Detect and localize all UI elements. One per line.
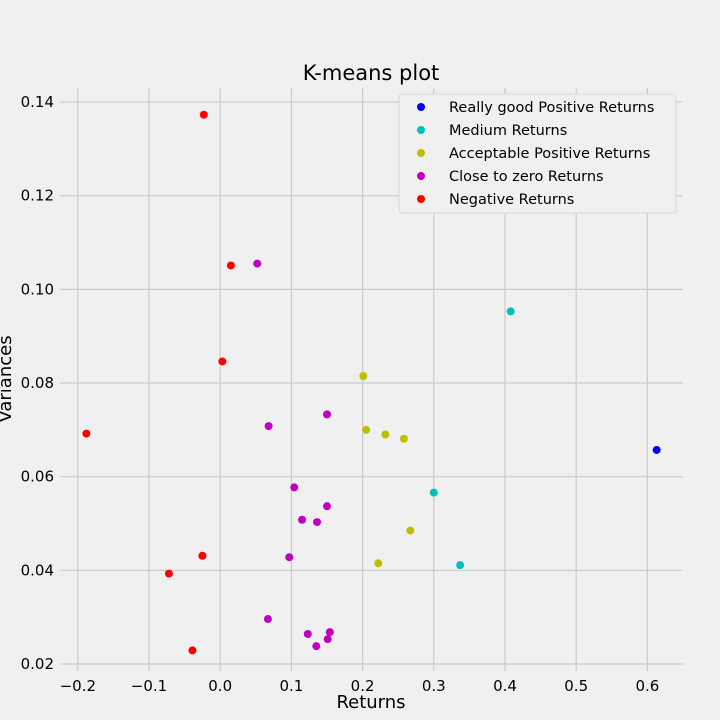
x-tick-label: 0.3 (422, 677, 446, 695)
legend-label: Medium Returns (449, 123, 567, 139)
data-point (164, 569, 173, 578)
y-tick-label: 0.08 (21, 374, 54, 392)
data-point (298, 515, 307, 524)
legend-label: Acceptable Positive Returns (449, 146, 650, 162)
data-point (362, 425, 371, 434)
legend-items: Really good Positive Returns Medium Retur… (417, 100, 654, 208)
data-point (188, 646, 197, 655)
legend-label: Really good Positive Returns (449, 100, 654, 116)
legend-label: Close to zero Returns (449, 169, 604, 185)
data-point (323, 635, 332, 644)
y-tick-label: 0.02 (21, 655, 54, 673)
legend-marker (417, 126, 425, 134)
data-point (264, 422, 273, 431)
x-tick-label: −0.2 (60, 677, 96, 695)
data-point (323, 410, 331, 419)
y-tick-labels: 0.02 0.04 0.06 0.08 0.10 0.12 0.14 (21, 93, 54, 673)
data-point (325, 628, 334, 637)
data-point (199, 110, 208, 119)
data-point (381, 430, 390, 439)
legend-marker (417, 103, 425, 111)
y-tick-label: 0.10 (21, 280, 54, 298)
x-tick-label: 0.2 (351, 677, 375, 695)
x-tick-label: −0.1 (131, 677, 167, 695)
data-points (82, 110, 661, 655)
y-axis-label: Variances (0, 335, 16, 422)
y-tick-label: 0.12 (21, 187, 54, 205)
x-tick-label: 0.6 (635, 677, 659, 695)
data-point (359, 371, 368, 380)
data-point (303, 630, 312, 639)
data-point (253, 259, 262, 268)
legend-marker (417, 172, 425, 180)
chart-title: K-means plot (303, 61, 440, 85)
data-point (263, 615, 272, 624)
data-point (313, 518, 322, 527)
y-tick-label: 0.06 (21, 468, 54, 486)
data-point (652, 445, 661, 454)
data-point (82, 429, 91, 438)
data-point (374, 559, 383, 568)
legend-marker (417, 149, 425, 157)
legend: Really good Positive Returns Medium Retur… (398, 93, 677, 214)
y-tick-label: 0.04 (21, 561, 54, 579)
data-point (429, 488, 438, 497)
x-tick-label: 0.1 (279, 677, 303, 695)
data-point (399, 434, 408, 443)
y-tick-label: 0.14 (21, 93, 54, 111)
x-tick-label: 0.5 (564, 677, 588, 695)
legend-marker (417, 195, 425, 203)
x-tick-label: 0.4 (493, 677, 517, 695)
data-point (290, 483, 299, 492)
data-point (456, 561, 465, 570)
data-point (218, 357, 227, 366)
data-point (406, 526, 415, 535)
data-point (506, 307, 515, 316)
legend-box (398, 93, 677, 214)
data-point (323, 502, 331, 511)
data-point (226, 261, 235, 270)
data-point (198, 551, 207, 560)
legend-label: Negative Returns (449, 192, 574, 208)
x-tick-labels: −0.2 −0.1 0.0 0.1 0.2 0.3 0.4 0.5 0.6 (60, 677, 660, 695)
x-axis-label: Returns (336, 692, 405, 713)
data-point (312, 642, 321, 651)
x-tick-label: 0.0 (208, 677, 232, 695)
data-point (285, 553, 294, 562)
